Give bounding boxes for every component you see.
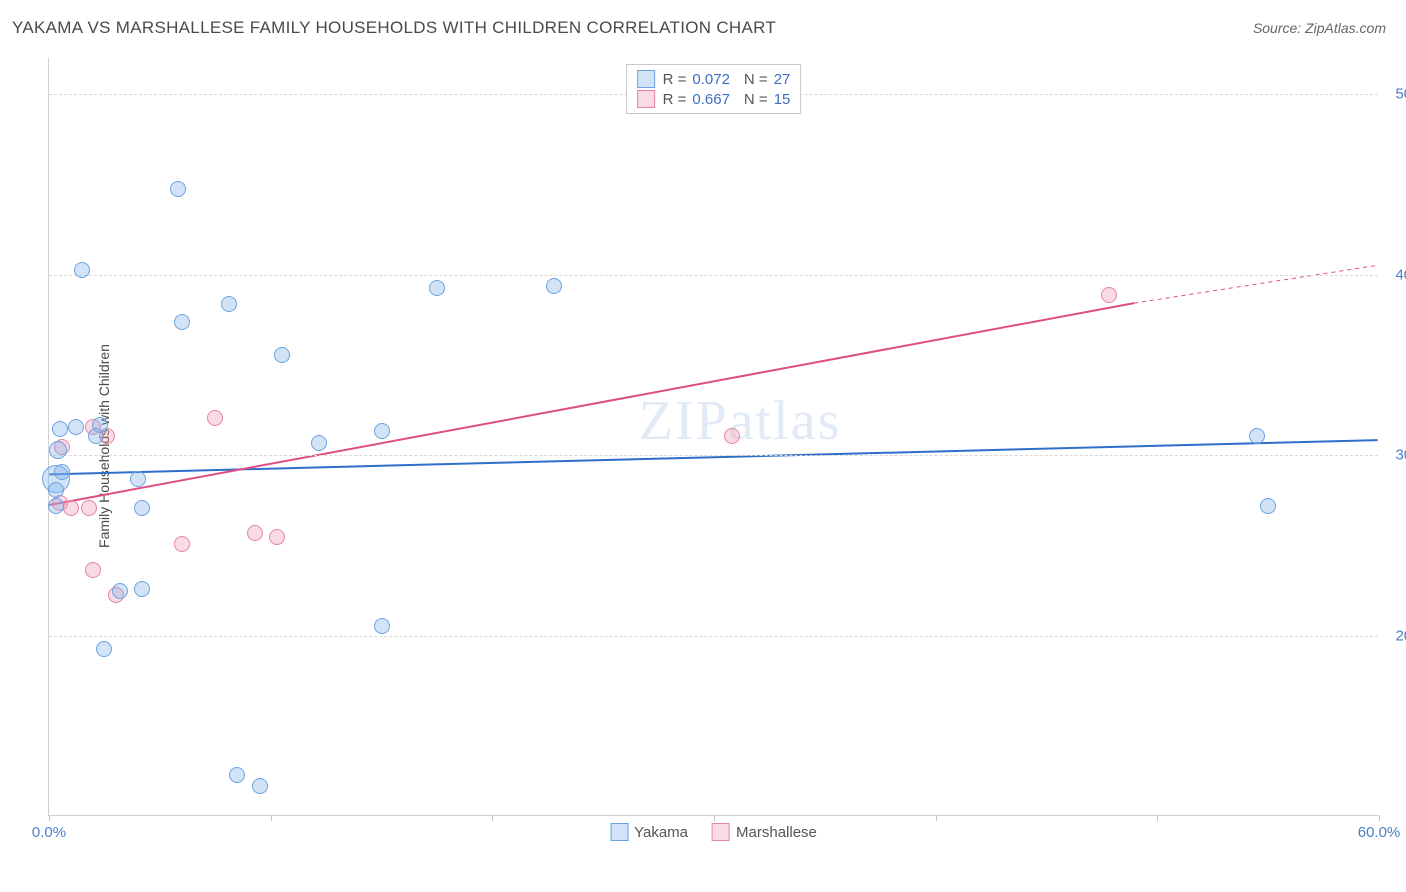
x-tick — [1157, 815, 1158, 821]
y-tick-label: 20.0% — [1383, 627, 1406, 644]
legend-series-item: Marshallese — [712, 823, 817, 841]
data-point — [48, 482, 64, 498]
data-point — [374, 618, 390, 634]
legend-swatch — [610, 823, 628, 841]
data-point — [1249, 428, 1265, 444]
data-point — [1101, 287, 1117, 303]
data-point — [85, 562, 101, 578]
data-point — [96, 641, 112, 657]
data-point — [429, 280, 445, 296]
regression-line — [49, 303, 1134, 505]
legend-series-label: Yakama — [634, 824, 688, 841]
x-tick — [492, 815, 493, 821]
regression-line — [49, 440, 1377, 474]
data-point — [54, 464, 70, 480]
legend-n-label: N = — [744, 91, 768, 108]
y-tick-label: 40.0% — [1383, 266, 1406, 283]
data-point — [130, 471, 146, 487]
data-point — [134, 500, 150, 516]
data-point — [74, 262, 90, 278]
chart-title: YAKAMA VS MARSHALLESE FAMILY HOUSEHOLDS … — [12, 18, 776, 38]
gridline — [49, 636, 1378, 637]
data-point — [546, 278, 562, 294]
data-point — [221, 296, 237, 312]
regression-line — [1134, 265, 1378, 303]
legend-r-label: R = — [663, 91, 687, 108]
data-point — [48, 498, 64, 514]
legend-r-label: R = — [663, 71, 687, 88]
data-point — [252, 778, 268, 794]
gridline — [49, 455, 1378, 456]
data-point — [274, 347, 290, 363]
regression-lines-layer — [49, 58, 1378, 815]
legend-n-label: N = — [744, 71, 768, 88]
x-tick — [1379, 815, 1380, 821]
data-point — [229, 767, 245, 783]
data-point — [269, 529, 285, 545]
legend-swatch — [637, 90, 655, 108]
legend-series-item: Yakama — [610, 823, 688, 841]
header: YAKAMA VS MARSHALLESE FAMILY HOUSEHOLDS … — [0, 0, 1406, 48]
data-point — [247, 525, 263, 541]
data-point — [724, 428, 740, 444]
legend-stats-row: R = 0.667 N = 15 — [637, 89, 791, 109]
data-point — [134, 581, 150, 597]
legend-stats-row: R = 0.072 N = 27 — [637, 69, 791, 89]
legend-stats: R = 0.072 N = 27 R = 0.667 N = 15 — [626, 64, 802, 114]
data-point — [174, 536, 190, 552]
data-point — [1260, 498, 1276, 514]
legend-series: Yakama Marshallese — [610, 823, 817, 841]
legend-series-label: Marshallese — [736, 824, 817, 841]
gridline — [49, 275, 1378, 276]
data-point — [207, 410, 223, 426]
x-tick — [936, 815, 937, 821]
legend-n-value: 15 — [774, 91, 791, 108]
data-point — [63, 500, 79, 516]
x-tick — [271, 815, 272, 821]
data-point — [174, 314, 190, 330]
x-tick — [714, 815, 715, 821]
data-point — [88, 428, 104, 444]
data-point — [374, 423, 390, 439]
x-tick-label: 60.0% — [1358, 824, 1401, 841]
data-point — [68, 419, 84, 435]
data-point — [49, 441, 67, 459]
y-tick-label: 30.0% — [1383, 447, 1406, 464]
data-point — [52, 421, 68, 437]
legend-swatch — [637, 70, 655, 88]
data-point — [311, 435, 327, 451]
legend-r-value: 0.072 — [692, 71, 730, 88]
x-tick — [49, 815, 50, 821]
y-tick-label: 50.0% — [1383, 86, 1406, 103]
source-attribution: Source: ZipAtlas.com — [1253, 20, 1386, 36]
legend-n-value: 27 — [774, 71, 791, 88]
legend-swatch — [712, 823, 730, 841]
watermark: ZIPatlas — [639, 389, 842, 453]
chart-plot-area: ZIPatlas 20.0%30.0%40.0%50.0%0.0%60.0%R … — [48, 58, 1378, 816]
data-point — [112, 583, 128, 599]
data-point — [81, 500, 97, 516]
data-point — [170, 181, 186, 197]
legend-r-value: 0.667 — [692, 91, 730, 108]
x-tick-label: 0.0% — [32, 824, 66, 841]
